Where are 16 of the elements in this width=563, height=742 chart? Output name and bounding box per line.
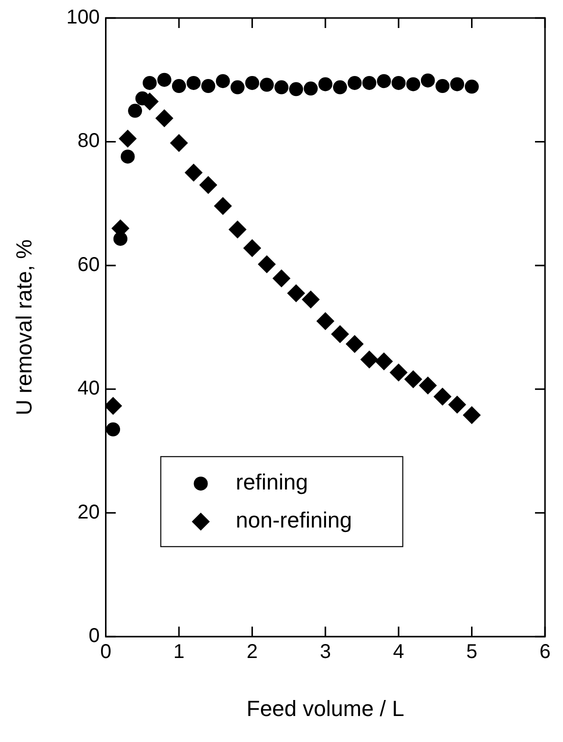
legend-label: refining	[236, 470, 308, 495]
y-tick-label: 100	[66, 6, 100, 29]
x-tick-label: 1	[173, 641, 185, 664]
x-tick-label: 6	[539, 641, 551, 664]
x-tick-label: 3	[320, 641, 331, 664]
y-tick-label: 0	[88, 625, 100, 648]
y-tick-label: 20	[78, 501, 100, 524]
legend-label: non-refining	[236, 508, 352, 533]
x-tick-label: 4	[393, 641, 404, 664]
y-axis-title: U removal rate, %	[11, 239, 36, 416]
y-tick-label: 60	[78, 254, 100, 276]
x-tick-label: 2	[246, 641, 258, 664]
y-tick-label: 40	[78, 378, 100, 400]
x-tick-label: 5	[466, 641, 478, 664]
x-axis-title: Feed volume / L	[246, 696, 404, 721]
y-tick-label: 80	[78, 130, 100, 152]
